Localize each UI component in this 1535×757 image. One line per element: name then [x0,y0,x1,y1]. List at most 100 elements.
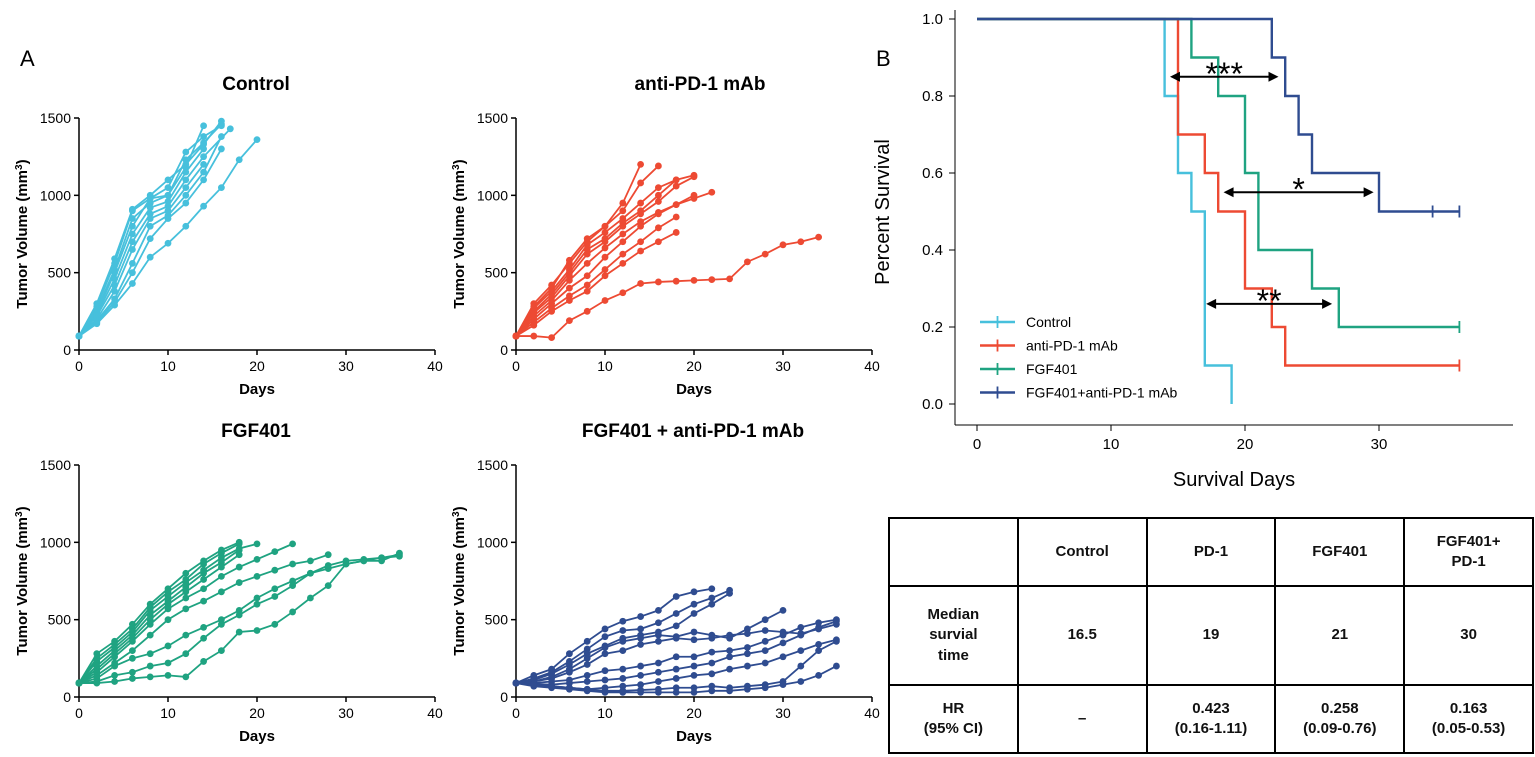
data-point [779,631,787,639]
data-point [619,617,627,625]
data-point [146,204,154,212]
data-point [779,606,787,614]
data-point [226,125,234,133]
data-point [672,593,680,600]
data-point [708,687,716,695]
km-curve-fgf401-anti-pd-1-mab [977,17,1460,213]
x-tick-label: 40 [427,705,443,721]
data-point [218,133,225,140]
series-line-1 [78,541,240,684]
data-point [200,597,208,605]
header-cell-combo: FGF401+ PD-1 [1403,516,1534,588]
data-point [129,222,136,230]
x-tick-label: 30 [1371,436,1388,453]
data-point [672,675,680,682]
data-point [690,588,698,596]
data-point [566,650,573,658]
data-point [637,210,644,218]
data-point [619,230,627,238]
data-point [164,184,172,192]
row-label-median: Median survial time [888,585,1019,686]
data-point [253,594,261,602]
data-point [164,239,172,247]
series-line-1 [515,164,642,337]
y-tick-label: 1500 [40,457,71,473]
data-point [637,688,644,696]
data-point [619,222,627,230]
km-curve-control [977,17,1233,404]
x-axis-label: Survival Days [1173,469,1295,491]
data-point [218,588,225,596]
data-point [146,195,154,202]
data-point [218,647,225,654]
y-axis-label: Tumor Volume (mm3) [14,506,32,655]
data-point [815,647,822,654]
data-point [253,572,261,580]
data-point [619,688,627,696]
data-point [655,162,662,170]
data-point [129,230,136,238]
data-point [690,277,698,284]
data-point [708,585,716,593]
data-point [200,133,208,140]
data-point [601,625,609,633]
data-point [342,560,350,568]
data-point [235,628,243,636]
x-tick-label: 10 [597,705,613,721]
data-point [779,681,787,689]
data-point [761,637,769,645]
data-point [655,668,662,676]
data-point [129,259,136,267]
row-label-hr: HR (95% CI) [888,683,1019,755]
data-point [833,637,840,645]
y-tick-label: 1500 [477,457,508,473]
data-point [797,624,805,631]
data-point [253,136,261,144]
growth-chart-anti-pd-1-mab: anti-PD-1 mAb 0 10 20 30 40 0 500 1000 1500 Days Tu… [451,74,880,398]
y-tick-label: 500 [485,612,509,628]
data-point [637,625,644,633]
data-point [744,662,751,670]
data-point [655,631,662,639]
y-tick-label: 1500 [40,110,71,126]
data-point [271,620,279,628]
data-point [655,278,662,286]
cell-hr-fgf401: 0.258 (0.09-0.76) [1274,683,1406,755]
data-point [566,284,573,292]
data-point [271,593,279,600]
data-point [655,659,662,667]
data-point [182,673,190,681]
data-point [601,667,609,675]
data-point [744,258,751,266]
data-point [672,201,680,209]
series-line-7 [78,163,205,337]
survival-table: Control PD-1 FGF401 FGF401+ PD-1 Median … [888,516,1535,757]
y-axis-label: Percent Survival [872,139,894,285]
data-point [566,317,573,325]
y-tick-label: 0.2 [922,319,943,336]
x-tick-label: 0 [75,705,83,721]
y-tick-label: 0.8 [922,88,943,105]
series-line-5 [78,148,205,337]
data-point [111,301,118,309]
data-point [146,673,154,681]
data-point [583,259,591,267]
data-point [235,579,243,586]
data-point [324,582,332,590]
legend: Control anti-PD-1 mAb FGF401 FGF401+anti-PD… [980,314,1178,401]
data-point [182,569,190,577]
cell-median-pd1: 19 [1145,585,1277,686]
x-tick-label: 0 [75,358,83,374]
data-point [111,662,118,670]
cell-median-combo: 30 [1403,585,1534,686]
y-tick-label: 0.0 [922,396,943,413]
x-tick-label: 0 [512,358,520,374]
data-point [672,622,680,630]
data-point [75,332,83,340]
data-point [512,679,520,687]
significance-stars: * [1292,171,1304,207]
data-point [672,213,680,221]
data-point [744,650,751,658]
data-point [655,184,662,192]
